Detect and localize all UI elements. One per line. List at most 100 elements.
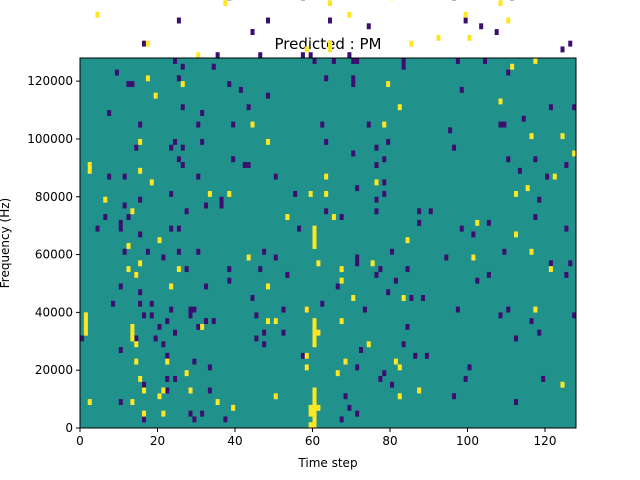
heatmap-cell-high — [560, 133, 565, 140]
heatmap-cell-low — [145, 248, 150, 255]
heatmap-cell-high — [572, 150, 577, 157]
heatmap-cell-low — [227, 277, 232, 284]
heatmap-cell-low — [378, 375, 383, 382]
y-tick-label: 0 — [65, 421, 73, 435]
heatmap-cell-low — [250, 295, 255, 301]
heatmap-cell-low — [374, 144, 379, 151]
heatmap-cell-low — [176, 248, 181, 255]
heatmap-cell-low — [173, 58, 178, 64]
heatmap-cell-high — [401, 295, 406, 301]
heatmap-cell-low — [285, 271, 290, 278]
heatmap-cell-low — [207, 364, 212, 371]
heatmap-cell-low — [273, 173, 278, 180]
heatmap-cell-high — [382, 121, 387, 128]
heatmap-cell-low — [281, 329, 286, 336]
heatmap-cell-low — [572, 312, 577, 319]
heatmap-cell-low — [211, 318, 216, 325]
heatmap-cell-low — [262, 341, 267, 348]
heatmap-cell-low — [138, 196, 143, 203]
heatmap-cell-high — [188, 387, 193, 394]
heatmap-cell-low — [374, 162, 379, 168]
heatmap-cell-low — [541, 375, 546, 382]
heatmap-cell-high — [308, 422, 313, 429]
heatmap-cell-low — [192, 416, 197, 423]
heatmap-cell-high — [463, 11, 468, 18]
heatmap-cell-low — [355, 410, 360, 417]
heatmap-cell-low — [138, 289, 143, 296]
heatmap-cell-high — [134, 271, 139, 278]
x-axis: 0 20 40 60 80 100 120 — [76, 428, 556, 448]
heatmap-cell-low — [347, 404, 352, 411]
heatmap-cell-low — [502, 121, 507, 128]
heatmap-cell-low — [211, 63, 216, 70]
heatmap-cell-low — [382, 370, 387, 377]
heatmap-cell-high — [525, 185, 530, 192]
heatmap-cell-high — [339, 318, 344, 325]
heatmap-cell-low — [122, 202, 127, 209]
heatmap-cell-low — [401, 63, 406, 70]
heatmap-cell-low — [107, 173, 112, 180]
heatmap-cell-low — [568, 40, 573, 47]
heatmap-cell-high — [397, 104, 402, 111]
heatmap-cell-low — [401, 341, 406, 348]
y-axis: 0 20000 40000 60000 80000 100000 120000 — [27, 74, 80, 435]
heatmap-cell-low — [169, 190, 174, 197]
heatmap-cell-low — [502, 248, 507, 255]
heatmap-cell-high — [533, 306, 538, 313]
heatmap-cell-high — [529, 133, 534, 140]
heatmap-cell-low — [548, 260, 553, 267]
heatmap-cell-high — [335, 370, 340, 377]
heatmap-cell-low — [324, 138, 329, 145]
heatmap-cell-low — [95, 225, 100, 232]
heatmap-cell-low — [188, 306, 193, 313]
heatmap-cell-high — [409, 40, 414, 47]
heatmap-cell-high — [351, 295, 356, 301]
heatmap-cell-low — [339, 214, 344, 221]
heatmap-cell-low — [165, 318, 170, 325]
heatmap-cell-low — [114, 69, 119, 76]
heatmap-cell-low — [486, 271, 491, 278]
heatmap-cell-low — [366, 23, 371, 30]
heatmap-cell-low — [374, 208, 379, 215]
heatmap-cell-low — [142, 312, 147, 319]
heatmap-cell-low — [138, 121, 143, 128]
heatmap-cell-low — [382, 190, 387, 197]
heatmap-cell-low — [545, 173, 550, 180]
y-axis-label: Frequency (Hz) — [0, 198, 12, 289]
heatmap-cell-low — [405, 266, 410, 273]
heatmap-cell-low — [421, 295, 426, 301]
heatmap-cell-high — [386, 81, 391, 88]
heatmap-cell-high — [153, 92, 158, 99]
heatmap-cell-low — [126, 214, 131, 221]
heatmap-cell-low — [479, 23, 484, 30]
x-tick-label: 40 — [227, 434, 242, 448]
heatmap-cell-high — [266, 138, 271, 145]
y-tick-label: 120000 — [27, 74, 73, 88]
heatmap-cell-high — [215, 399, 220, 406]
heatmap-cell-low — [537, 329, 542, 336]
heatmap-cell-high — [130, 323, 135, 342]
heatmap-cell-low — [312, 58, 317, 64]
heatmap-cell-low — [142, 381, 147, 388]
heatmap-cell-high — [142, 387, 147, 394]
heatmap-cell-high — [126, 243, 131, 249]
heatmap-cell-high — [87, 162, 92, 174]
heatmap-cell-high — [510, 63, 515, 70]
heatmap-cell-high — [506, 17, 511, 24]
heatmap-cell-high — [316, 329, 321, 336]
heatmap-cell-high — [370, 260, 375, 267]
heatmap-cell-high — [347, 11, 352, 18]
heatmap-cell-low — [548, 104, 553, 111]
heatmap-cell-high — [475, 219, 480, 226]
heatmap-cell-high — [308, 190, 313, 197]
heatmap-cell-high — [196, 52, 201, 59]
heatmap-cell-low — [300, 352, 305, 359]
heatmap-cell-low — [297, 225, 302, 232]
heatmap-cell-high — [246, 254, 251, 261]
heatmap-cell-low — [207, 387, 212, 394]
heatmap-cell-high — [103, 196, 108, 203]
heatmap-cell-low — [390, 248, 395, 255]
heatmap-cell-low — [215, 52, 220, 59]
heatmap-cell-low — [180, 63, 185, 70]
